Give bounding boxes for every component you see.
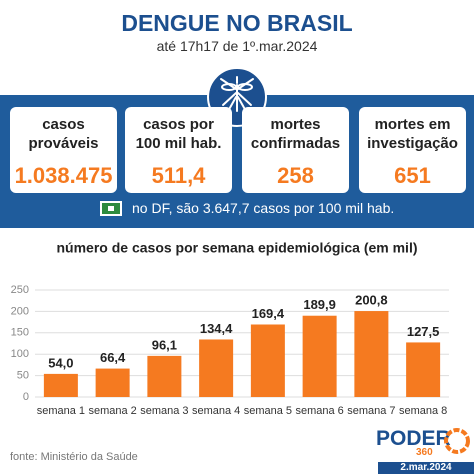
- card: mortes confirmadas 258: [242, 107, 349, 193]
- value-label: 66,4: [100, 350, 126, 365]
- value-label: 96,1: [152, 337, 177, 352]
- bar: [147, 355, 182, 397]
- bar: [302, 315, 337, 397]
- note: no DF, são 3.647,7 casos por 100 mil hab…: [132, 200, 395, 216]
- y-tick-label: 150: [11, 327, 29, 339]
- title: DENGUE NO BRASIL: [121, 10, 353, 36]
- y-tick-label: 200: [11, 305, 29, 317]
- bar: [250, 324, 285, 397]
- chart-title: número de casos por semana epidemiológic…: [57, 240, 418, 256]
- y-tick-label: 50: [17, 370, 29, 382]
- value-label: 127,5: [407, 324, 440, 339]
- card: casos por 100 mil hab. 511,4: [125, 107, 232, 193]
- value-label: 134,4: [200, 321, 233, 336]
- x-tick-label: semana 5: [244, 405, 292, 417]
- x-tick-label: semana 2: [88, 405, 136, 417]
- df-flag: [100, 201, 122, 216]
- bar: [354, 311, 389, 397]
- card: mortes em investigação 651: [359, 107, 466, 193]
- card-label: casos por 100 mil hab.: [135, 116, 222, 152]
- y-tick-label: 250: [11, 284, 29, 296]
- card-label: mortes em investigação: [367, 116, 458, 152]
- y-tick-label: 100: [11, 348, 29, 360]
- bar: [406, 342, 441, 397]
- date: 2.mar.2024: [400, 462, 452, 473]
- x-tick-label: semana 8: [399, 405, 447, 417]
- y-tick-label: 0: [23, 391, 29, 403]
- logo: PODER: [376, 427, 451, 450]
- bar: [43, 373, 78, 397]
- x-tick-label: semana 7: [347, 405, 395, 417]
- value-label: 200,8: [355, 292, 388, 307]
- subtitle: até 17h17 de 1º.mar.2024: [156, 38, 318, 54]
- x-tick-label: semana 4: [192, 405, 240, 417]
- bar: [95, 368, 130, 397]
- card-label: mortes confirmadas: [250, 116, 341, 152]
- x-tick-label: semana 6: [295, 405, 343, 417]
- card-value: 258: [277, 163, 314, 188]
- card-value: 1.038.475: [14, 163, 113, 188]
- value-label: 189,9: [303, 297, 336, 312]
- card: casos prováveis 1.038.475: [10, 107, 117, 193]
- card-value: 651: [394, 163, 431, 188]
- card-label: casos prováveis: [28, 116, 99, 152]
- x-tick-label: semana 3: [140, 405, 188, 417]
- bar: [199, 339, 234, 397]
- x-tick-label: semana 1: [37, 405, 85, 417]
- value-label: 169,4: [252, 306, 285, 321]
- logo-sub: 360: [416, 447, 433, 458]
- value-label: 54,0: [48, 355, 73, 370]
- card-value: 511,4: [151, 163, 206, 188]
- date-badge: [378, 462, 474, 474]
- logo-icon: [444, 428, 470, 454]
- source: fonte: Ministério da Saúde: [10, 451, 138, 463]
